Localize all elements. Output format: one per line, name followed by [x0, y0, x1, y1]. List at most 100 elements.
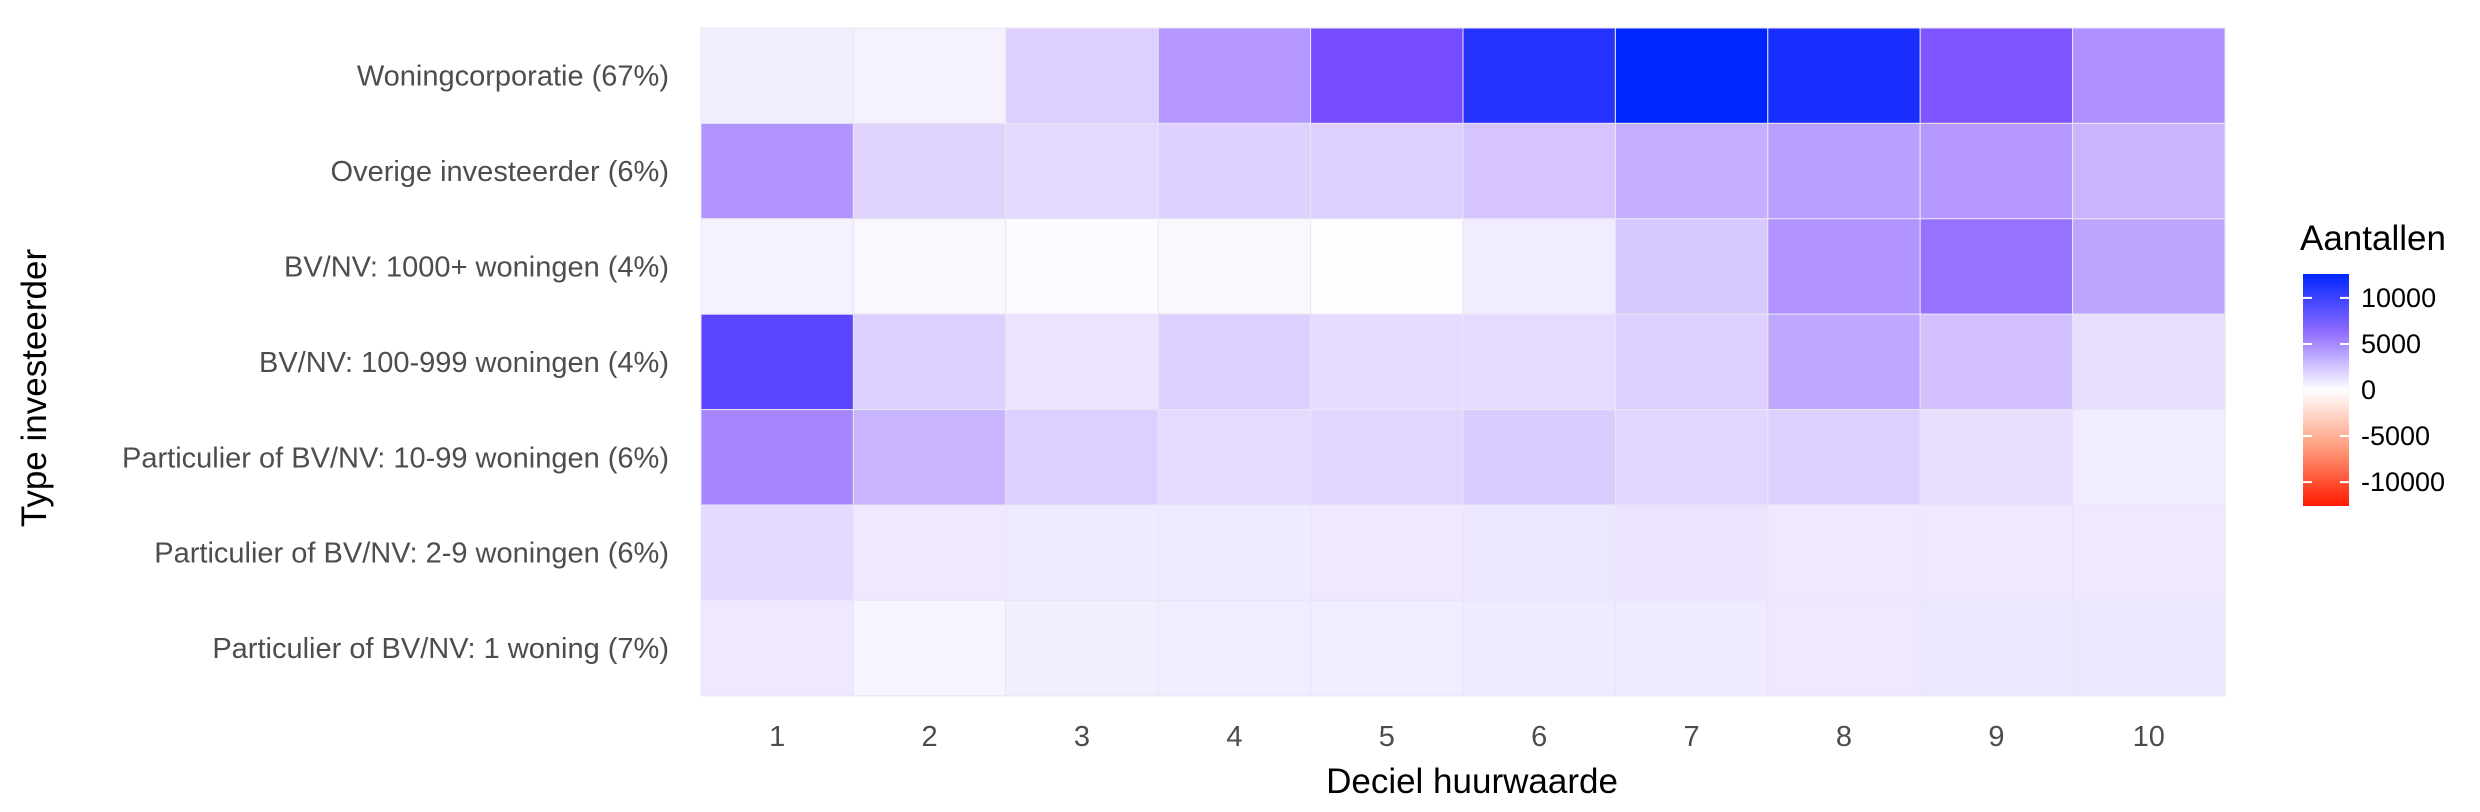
heatmap-cell — [1310, 409, 1464, 506]
heatmap-cell — [2072, 409, 2226, 506]
colorbar-tick-label: 10000 — [2361, 283, 2436, 313]
y-axis-title: Type investeerder — [15, 249, 54, 528]
heatmap-cell — [1919, 218, 2074, 315]
heatmap-cell — [1919, 504, 2074, 601]
heatmap-cell — [1310, 27, 1464, 124]
y-tick-label: BV/NV: 1000+ woningen (4%) — [284, 252, 669, 284]
heatmap-cell — [1005, 313, 1159, 411]
heatmap-cell — [2072, 599, 2226, 697]
y-tick-label: Overige investeerder (6%) — [331, 156, 669, 188]
heatmap-cell — [1005, 122, 1159, 220]
heatmap-cell — [1919, 409, 2074, 506]
legend-title: Aantallen — [2300, 219, 2446, 258]
heatmap-cell — [1310, 218, 1464, 315]
colorbar-ticks: 10000 5000 0 -5000 -10000 — [2303, 283, 2445, 497]
heatmap-cell — [700, 313, 854, 411]
y-tick-label: BV/NV: 100-999 woningen (4%) — [259, 347, 669, 379]
heatmap-cell — [852, 504, 1007, 601]
colorbar-tick-label: 5000 — [2361, 329, 2421, 359]
heatmap-cell — [1614, 599, 1769, 697]
heatmap-cell — [1310, 504, 1464, 601]
y-tick-label: Particulier of BV/NV: 1 woning (7%) — [212, 633, 669, 665]
heatmap-cell — [700, 599, 854, 697]
x-tick-label: 3 — [1074, 721, 1090, 753]
heatmap-cell — [1919, 599, 2074, 697]
x-tick-label: 8 — [1836, 721, 1852, 753]
heatmap-cell — [1005, 504, 1159, 601]
y-axis-tick-labels: Woningcorporatie (67%) Overige investeerd… — [122, 61, 669, 665]
y-tick-label: Particulier of BV/NV: 10-99 woningen (6%… — [122, 442, 669, 474]
heatmap-cell — [1919, 122, 2074, 220]
x-tick-label: 4 — [1226, 721, 1242, 753]
heatmap-panel — [700, 27, 2226, 697]
heatmap-cell — [852, 218, 1007, 315]
heatmap-cell — [1157, 218, 1312, 315]
heatmap-cell — [1614, 504, 1769, 601]
x-axis-title: Deciel huurwaarde — [1326, 762, 1618, 801]
heatmap-cell — [1005, 218, 1159, 315]
x-tick-label: 6 — [1531, 721, 1547, 753]
colorbar-tick-label: -10000 — [2361, 467, 2445, 497]
heatmap-cell — [1462, 218, 1616, 315]
heatmap-cell — [1767, 218, 1921, 315]
heatmap-cell — [1614, 409, 1769, 506]
heatmap-cell — [1157, 27, 1312, 124]
heatmap-cell — [852, 313, 1007, 411]
heatmap-cell — [1614, 218, 1769, 315]
heatmap-cell — [852, 27, 1007, 124]
heatmap-cell — [1005, 409, 1159, 506]
x-tick-label: 5 — [1379, 721, 1395, 753]
x-tick-label: 1 — [769, 721, 785, 753]
heatmap-cell — [1462, 599, 1616, 697]
heatmap-cell — [1767, 27, 1921, 124]
heatmap-cell — [2072, 313, 2226, 411]
heatmap-cell — [1767, 122, 1921, 220]
x-tick-label: 9 — [1988, 721, 2004, 753]
x-axis-tick-labels: 1 2 3 4 5 6 7 8 9 10 — [769, 721, 2165, 753]
heatmap-cell — [1767, 313, 1921, 411]
heatmap-cell — [1157, 122, 1312, 220]
heatmap-cell — [1462, 27, 1616, 124]
heatmap-cell — [1614, 122, 1769, 220]
x-tick-label: 2 — [922, 721, 938, 753]
heatmap-cell — [1919, 313, 2074, 411]
heatmap-cell — [852, 409, 1007, 506]
heatmap-cell — [1005, 599, 1159, 697]
heatmap-cell — [700, 27, 854, 124]
heatmap-cell — [1767, 504, 1921, 601]
colorbar-tick-label: 0 — [2361, 375, 2376, 405]
heatmap-cell — [1462, 313, 1616, 411]
heatmap-cell — [700, 218, 854, 315]
y-tick-label: Particulier of BV/NV: 2-9 woningen (6%) — [154, 538, 669, 570]
heatmap-cell — [1157, 599, 1312, 697]
heatmap-cell — [1462, 122, 1616, 220]
heatmap-cell — [852, 599, 1007, 697]
heatmap-cell — [1310, 122, 1464, 220]
heatmap-cell — [700, 122, 854, 220]
heatmap-cell — [1310, 599, 1464, 697]
x-tick-label: 10 — [2133, 721, 2165, 753]
heatmap-cell — [2072, 504, 2226, 601]
heatmap-cell — [1157, 313, 1312, 411]
heatmap-cell — [1005, 27, 1159, 124]
heatmap-cell — [1614, 27, 1769, 124]
heatmap-cell — [1767, 599, 1921, 697]
heatmap-cell — [1462, 504, 1616, 601]
heatmap-cell — [1919, 27, 2074, 124]
y-tick-label: Woningcorporatie (67%) — [357, 61, 669, 93]
heatmap-cell — [700, 409, 854, 506]
colorbar-tick-label: -5000 — [2361, 421, 2430, 451]
heatmap-cell — [1157, 409, 1312, 506]
heatmap-cell — [2072, 27, 2226, 124]
heatmap-cell — [2072, 122, 2226, 220]
heatmap-cell — [1767, 409, 1921, 506]
heatmap-cell — [1310, 313, 1464, 411]
heatmap-cell — [1462, 409, 1616, 506]
color-legend: Aantallen 10000 5000 0 -5000 -10000 — [2300, 219, 2446, 506]
heatmap-cell — [1157, 504, 1312, 601]
heatmap-cell — [1614, 313, 1769, 411]
heatmap-cell — [2072, 218, 2226, 315]
heatmap-cell — [852, 122, 1007, 220]
x-tick-label: 7 — [1684, 721, 1700, 753]
